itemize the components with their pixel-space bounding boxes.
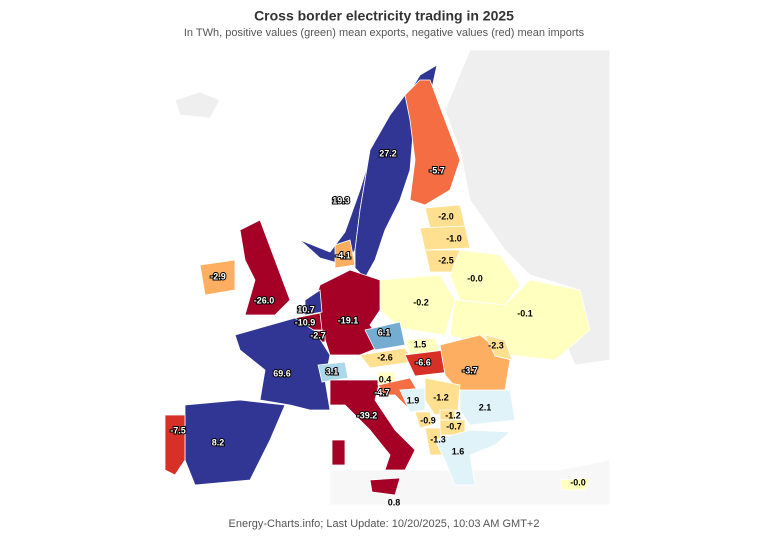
region-value: 6.1: [378, 327, 391, 337]
region-value: 10.7: [297, 304, 315, 314]
country: [459, 389, 516, 426]
country: [369, 477, 401, 496]
region-value: -2.0: [438, 211, 454, 221]
region-value: -0.7: [446, 421, 462, 431]
background-land: [444, 49, 611, 366]
country: [559, 477, 591, 491]
country: [317, 361, 349, 383]
region-value: 1.6: [452, 446, 465, 456]
country: [329, 379, 416, 471]
region-value: 0.4: [379, 374, 392, 384]
region-value: -3.7: [462, 365, 478, 375]
country: [414, 411, 433, 429]
region-value: -2.6: [377, 352, 393, 362]
region-value: -4.1: [335, 250, 351, 260]
region-value: 3.1: [326, 366, 339, 376]
country: [304, 289, 323, 316]
region-value: -1.2: [433, 392, 449, 402]
country: [334, 239, 356, 269]
region-value: 69.6: [273, 368, 291, 378]
value-labels: 27.2 19.3 -5.7 -2.0 -1.0 -2.5 -4.1 -0.0 …: [169, 147, 586, 507]
region-value: -7.5: [170, 425, 186, 435]
region-value: 1.5: [414, 339, 427, 349]
region-value: -6.6: [415, 357, 431, 367]
country: [184, 399, 286, 486]
country: [364, 321, 406, 351]
country: [484, 334, 513, 361]
region-value: 1.9: [407, 395, 420, 405]
region-value: 27.2: [379, 148, 397, 158]
region-value: -0.9: [420, 415, 436, 425]
background-land: [174, 91, 221, 119]
subtitle: In TWh, positive values (green) mean exp…: [184, 27, 585, 39]
country: [404, 79, 461, 206]
region-value: -10.9: [295, 317, 316, 327]
country: [354, 94, 416, 279]
map-clip: [330, 506, 630, 516]
region-value: -2.3: [488, 340, 504, 350]
region-value: -2.9: [210, 271, 226, 281]
footer: Energy-Charts.info; Last Update: 10/20/2…: [229, 518, 540, 530]
region-value: -1.3: [430, 434, 446, 444]
land: [164, 49, 611, 506]
region-value: -1.0: [446, 233, 462, 243]
country: [239, 219, 291, 316]
region-value: -0.1: [517, 308, 533, 318]
country: [164, 414, 186, 476]
region-value: -1.2: [445, 410, 461, 420]
country: [234, 317, 331, 411]
region-value: -0.0: [570, 477, 586, 487]
country: [199, 259, 236, 296]
region-value: -19.1: [338, 315, 359, 325]
country: [449, 249, 521, 306]
region-value: 0.8: [388, 497, 401, 507]
region-value: -5.7: [429, 165, 445, 175]
country: [331, 439, 346, 466]
region-value: -0.0: [467, 273, 483, 283]
title: Cross border electricity trading in 2025: [254, 8, 514, 24]
region-value: -4.7: [374, 387, 390, 397]
country: [434, 429, 512, 486]
country: [419, 225, 471, 251]
region-value: -26.0: [254, 295, 275, 305]
region-value: -39.2: [357, 410, 378, 420]
country: [399, 387, 426, 413]
region-value: -2.7: [310, 330, 326, 340]
region-value: 19.3: [332, 195, 350, 205]
region-value: 2.1: [479, 402, 492, 412]
region-value: -2.5: [438, 255, 454, 265]
region-value: -0.2: [413, 297, 429, 307]
country: [424, 427, 443, 456]
region-value: 8.2: [212, 437, 225, 447]
